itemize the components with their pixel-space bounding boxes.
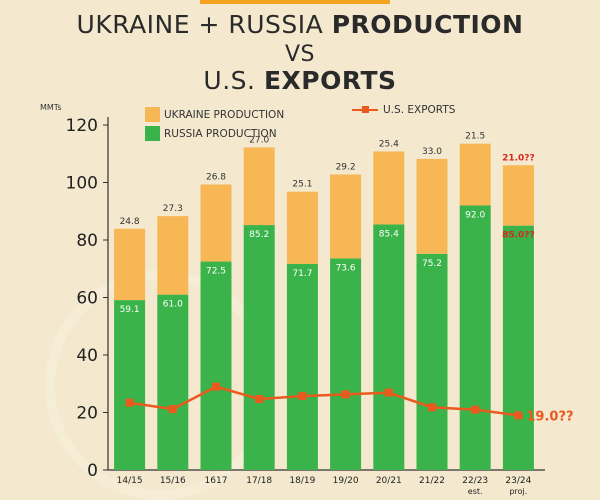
data-label-russia: 71.7 xyxy=(292,269,312,279)
data-label-ukraine: 25.1 xyxy=(292,180,312,190)
bar-russia xyxy=(330,258,362,470)
y-tick-label: 120 xyxy=(66,116,98,136)
bar-russia xyxy=(459,205,491,470)
legend-russia: RUSSIA PRODUCTION xyxy=(145,126,277,141)
bar-ukraine xyxy=(114,228,146,301)
bar-ukraine xyxy=(416,158,448,254)
data-label-russia: 85.0?? xyxy=(502,231,535,241)
bar-russia xyxy=(286,263,318,470)
data-label-ukraine: 26.8 xyxy=(206,173,226,183)
bar-ukraine xyxy=(286,191,318,264)
x-tick-label: 20/21 xyxy=(376,476,402,486)
legend-us-exports: U.S. EXPORTS xyxy=(352,104,455,116)
y-tick-label: 80 xyxy=(76,231,98,251)
data-label-russia: 92.0 xyxy=(465,211,485,221)
data-label-ukraine: 24.8 xyxy=(120,217,140,227)
x-tick-label: 17/18 xyxy=(246,476,272,486)
legend-swatch-us xyxy=(352,105,378,115)
x-tick-label: 14/15 xyxy=(117,476,143,486)
data-label-ukraine: 27.0 xyxy=(249,135,269,145)
x-tick-label: 23/24 xyxy=(505,476,531,486)
point-us-exports xyxy=(125,398,134,407)
x-tick-label: 19/20 xyxy=(333,476,359,486)
bar-ukraine xyxy=(502,165,534,226)
line-us-exports xyxy=(129,385,519,417)
legend-label-us: U.S. EXPORTS xyxy=(383,104,456,116)
x-tick-label: 18/19 xyxy=(289,476,315,486)
point-us-exports xyxy=(255,394,264,403)
bar-ukraine xyxy=(330,174,362,259)
x-tick-label: 1617 xyxy=(205,476,228,486)
data-label-russia: 75.2 xyxy=(422,259,442,269)
title-line-3: U.S. EXPORTS xyxy=(203,66,397,95)
x-tick-label: 15/16 xyxy=(160,476,186,486)
data-label-ukraine: 21.5 xyxy=(465,132,485,142)
data-label-ukraine: 25.4 xyxy=(379,139,399,149)
bar-russia xyxy=(200,261,232,470)
y-tick-label: 60 xyxy=(76,289,98,309)
x-tick-label: 21/22 xyxy=(419,476,445,486)
data-label-ukraine: 29.2 xyxy=(336,162,356,172)
x-tick-label: 22/23 xyxy=(462,476,488,486)
bar-ukraine xyxy=(373,151,405,225)
title-line-1: UKRAINE + RUSSIA PRODUCTION xyxy=(76,10,524,39)
point-us-exports xyxy=(384,388,393,397)
bar-russia xyxy=(373,224,405,470)
point-us-exports xyxy=(168,405,177,414)
y-tick-label: 40 xyxy=(76,346,98,366)
x-tick-note: est. xyxy=(468,487,483,496)
data-label-russia: 72.5 xyxy=(206,267,226,277)
bar-ukraine xyxy=(200,184,232,262)
data-label-russia: 61.0 xyxy=(163,300,183,310)
title-line-2: VS xyxy=(284,42,315,67)
legend-swatch-russia xyxy=(145,126,160,141)
bar-russia xyxy=(416,253,448,470)
data-label-russia: 59.1 xyxy=(120,305,140,315)
y-tick-label: 0 xyxy=(87,461,98,481)
point-us-exports xyxy=(514,411,523,420)
point-us-exports xyxy=(212,382,220,391)
legend-label-ukraine: UKRAINE PRODUCTION xyxy=(164,108,285,121)
data-label-russia: 73.6 xyxy=(336,263,356,273)
legend-ukraine: UKRAINE PRODUCTION xyxy=(145,107,284,122)
data-label-russia: 85.2 xyxy=(249,230,269,240)
bar-russia xyxy=(243,225,275,470)
point-us-exports xyxy=(428,403,436,412)
point-us-exports xyxy=(298,392,307,401)
bar-ukraine xyxy=(243,147,275,226)
point-us-exports xyxy=(471,405,480,414)
legend-label-russia: RUSSIA PRODUCTION xyxy=(164,127,277,140)
x-tick-note: proj. xyxy=(509,487,527,496)
bar-russia xyxy=(114,300,146,470)
units-label: MMTs xyxy=(40,103,62,112)
y-tick-label: 20 xyxy=(76,404,98,424)
data-label-ukraine: 33.0 xyxy=(422,147,442,157)
legend-swatch-ukraine xyxy=(145,107,160,122)
top-banner xyxy=(200,0,390,4)
data-label-ukraine: 21.0?? xyxy=(502,153,535,163)
point-us-exports xyxy=(341,390,350,399)
data-label-ukraine: 27.3 xyxy=(163,204,183,214)
data-label-russia: 85.4 xyxy=(379,229,399,239)
bar-russia xyxy=(502,225,534,470)
bar-ukraine xyxy=(157,216,189,295)
y-tick-label: 100 xyxy=(66,174,98,194)
data-label-us-exports: 19.0?? xyxy=(526,409,573,424)
bar-russia xyxy=(157,294,189,470)
bar-ukraine xyxy=(459,143,491,206)
